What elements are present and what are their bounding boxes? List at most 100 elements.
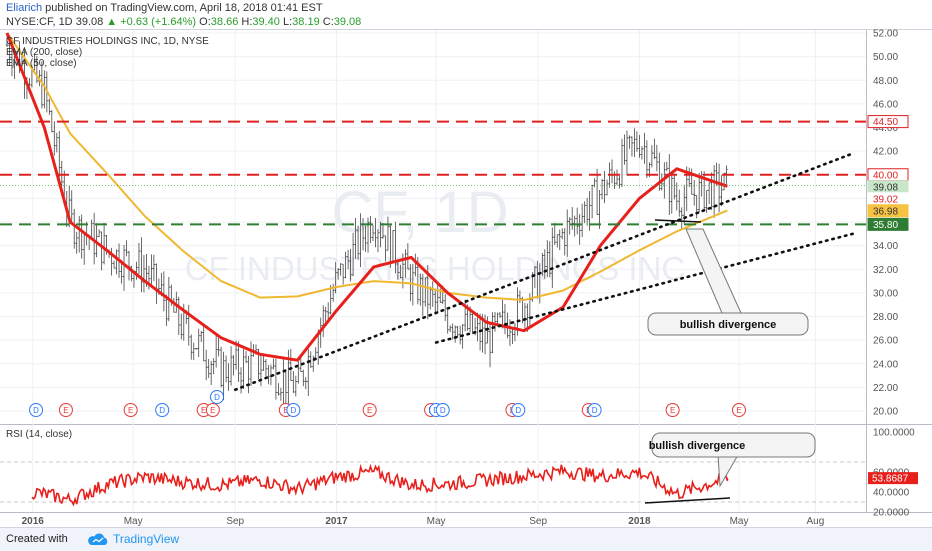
event-marker-label: D bbox=[214, 393, 220, 402]
event-marker-label: D bbox=[440, 406, 446, 415]
price-tick-label: 46.00 bbox=[873, 99, 898, 110]
high-value: 39.40 bbox=[252, 16, 280, 28]
callout-pointer-main bbox=[685, 228, 742, 314]
up-arrow-icon: ▲ bbox=[106, 16, 118, 28]
event-marker-label: E bbox=[210, 406, 215, 415]
price-tick-label: 30.00 bbox=[873, 288, 898, 299]
event-marker-label: E bbox=[367, 406, 372, 415]
tradingview-cloud-icon bbox=[88, 533, 108, 545]
event-marker-label: E bbox=[736, 406, 741, 415]
event-marker-label: D bbox=[515, 406, 521, 415]
open-value: 38.66 bbox=[210, 16, 239, 28]
event-marker-label: E bbox=[128, 406, 133, 415]
price-tick-label: 52.00 bbox=[873, 29, 898, 40]
time-tick-label: 2017 bbox=[325, 516, 348, 527]
time-tick-label: May bbox=[427, 516, 446, 527]
legend-ema200: EMA (200, close) bbox=[6, 47, 82, 58]
event-marker-label: D bbox=[592, 406, 598, 415]
dividend-marker[interactable] bbox=[286, 403, 301, 417]
chart-title: CF INDUSTRIES HOLDINGS INC, 1D, NYSE bbox=[6, 36, 209, 47]
price-tick-label: 20.00 bbox=[873, 407, 898, 418]
event-marker-label: E bbox=[283, 406, 288, 415]
dividend-marker[interactable] bbox=[435, 403, 450, 417]
horizontal-levels[interactable] bbox=[0, 120, 866, 226]
price-tick-label: 44.00 bbox=[873, 123, 898, 134]
publication-line: Eliarich published on TradingView.com, A… bbox=[6, 1, 323, 15]
rsi-series bbox=[0, 461, 866, 507]
callout-box-main[interactable] bbox=[647, 312, 809, 336]
callout-text-main: bullish divergence bbox=[680, 319, 777, 331]
dividend-marker[interactable] bbox=[511, 403, 526, 417]
footer-bar: Created with TradingView bbox=[0, 527, 932, 551]
ema50-line bbox=[5, 32, 728, 362]
price-tick-label: 32.00 bbox=[873, 265, 898, 276]
price-tag-box bbox=[867, 204, 909, 218]
rsi-tick-label: 40.0000 bbox=[873, 488, 910, 499]
divergence-line-price bbox=[654, 219, 702, 223]
ema200-line bbox=[6, 32, 728, 301]
price-change: +0.63 (+1.64%) bbox=[120, 16, 197, 28]
grid-lines bbox=[0, 30, 866, 512]
price-tag-value: 44.50 bbox=[873, 117, 898, 128]
price-tag-box bbox=[867, 217, 909, 231]
earnings-marker[interactable] bbox=[732, 403, 747, 417]
annotations[interactable]: bullish divergence bullish divergence bbox=[644, 219, 816, 504]
ema200-series bbox=[6, 32, 728, 301]
dividend-marker[interactable] bbox=[155, 403, 170, 417]
dividend-marker[interactable] bbox=[209, 390, 224, 404]
rsi-tick-label: 100.0000 bbox=[873, 428, 915, 439]
chart-header: Eliarich published on TradingView.com, A… bbox=[0, 0, 932, 30]
dividend-marker[interactable] bbox=[29, 403, 44, 417]
time-axis[interactable]: 2016 May Sep 2017 May Sep 2018 May Aug bbox=[22, 516, 825, 527]
ema50-series bbox=[5, 32, 728, 362]
rsi-tick-label: 20.0000 bbox=[873, 508, 910, 519]
price-tick-label: 50.00 bbox=[873, 52, 898, 63]
time-tick-label: May bbox=[730, 516, 749, 527]
price-tick-label: 24.00 bbox=[873, 359, 898, 370]
price-tick-label: 28.00 bbox=[873, 312, 898, 323]
price-chart[interactable]: CF, 1D CF INDUSTRIES HOLDINGS INC 52.005… bbox=[0, 0, 932, 527]
dividend-marker[interactable] bbox=[587, 403, 602, 417]
rsi-line bbox=[31, 463, 729, 507]
divergence-line-rsi bbox=[644, 497, 731, 504]
price-tag-value: 40.00 bbox=[873, 170, 898, 181]
high-label: H: bbox=[241, 16, 253, 28]
dotted-trendline[interactable] bbox=[233, 152, 855, 392]
last-price: 39.08 bbox=[75, 16, 104, 28]
low-value: 38.19 bbox=[292, 16, 320, 28]
earnings-marker[interactable] bbox=[665, 403, 680, 417]
time-tick-label: 2018 bbox=[628, 516, 651, 527]
dotted-trendline[interactable] bbox=[434, 232, 855, 344]
low-label: L: bbox=[282, 16, 293, 28]
symbol-label: NYSE:CF, 1D bbox=[6, 16, 73, 28]
close-value: 39.08 bbox=[333, 16, 362, 28]
time-tick-label: May bbox=[124, 516, 143, 527]
rsi-current-tag-value: 53.8687 bbox=[872, 474, 909, 485]
price-tick-label: 42.00 bbox=[873, 147, 898, 158]
callout-box-rsi[interactable] bbox=[651, 432, 816, 458]
tradingview-brand-link[interactable]: TradingView bbox=[113, 532, 180, 546]
event-markers[interactable]: DEEDEEDEDEEDDEDEDEE bbox=[29, 390, 747, 417]
price-tag-value: 35.80 bbox=[873, 220, 898, 231]
event-marker-label: E bbox=[63, 406, 68, 415]
earnings-marker[interactable] bbox=[58, 403, 73, 417]
earnings-marker[interactable] bbox=[205, 403, 220, 417]
trendlines[interactable] bbox=[233, 152, 855, 392]
close-label: C: bbox=[322, 16, 334, 28]
price-tick-label: 22.00 bbox=[873, 383, 898, 394]
price-tick-label: 34.00 bbox=[873, 241, 898, 252]
open-label: O: bbox=[199, 16, 211, 28]
event-marker-label: E bbox=[201, 406, 206, 415]
callout-text-rsi: bullish divergence bbox=[649, 440, 746, 452]
price-tick-label: 26.00 bbox=[873, 336, 898, 347]
earnings-marker[interactable] bbox=[362, 403, 377, 417]
chart-legend: CF INDUSTRIES HOLDINGS INC, 1D, NYSE EMA… bbox=[6, 36, 209, 440]
earnings-marker[interactable] bbox=[123, 403, 138, 417]
price-tag-value: 36.98 bbox=[873, 206, 898, 217]
time-tick-label: Sep bbox=[529, 516, 547, 527]
event-marker-label: D bbox=[159, 406, 165, 415]
author-link[interactable]: Eliarich bbox=[6, 2, 43, 14]
event-marker-label: D bbox=[33, 406, 39, 415]
